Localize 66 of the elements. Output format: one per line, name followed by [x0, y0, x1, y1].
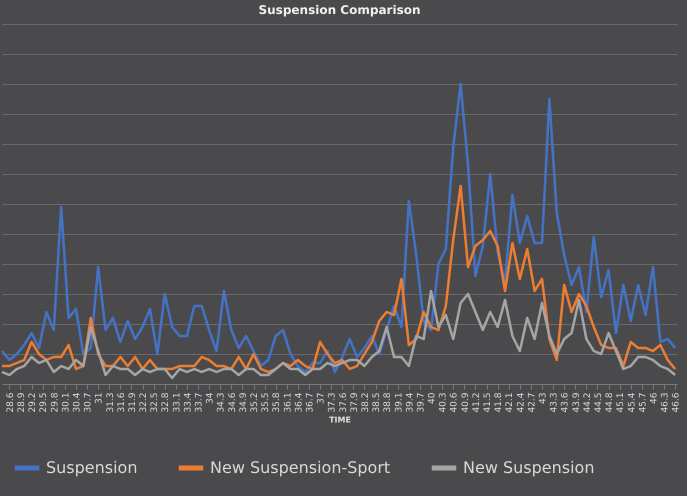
- x-tick-label: 34.6: [228, 392, 238, 413]
- x-tick-label: 43: [538, 392, 548, 404]
- x-tick-label: 45.4: [627, 392, 638, 413]
- x-tick-label: 42.4: [516, 392, 526, 413]
- x-tick-label: 36.1: [283, 392, 294, 413]
- x-tick-label: 40.9: [460, 392, 471, 413]
- legend-label: Suspension: [46, 458, 138, 477]
- x-axis-title: TIME: [329, 416, 351, 425]
- x-tick-label: 29.2: [28, 392, 38, 413]
- x-tick-label: 33.1: [172, 392, 182, 413]
- x-tick-label: 43.6: [560, 392, 571, 413]
- x-tick-label: 38.5: [372, 392, 382, 413]
- x-tick-label: 41.2: [472, 392, 482, 413]
- x-tick-label: 43.9: [572, 392, 582, 413]
- x-tick-label: 30.4: [72, 392, 82, 413]
- x-tick-label: 33.7: [194, 392, 205, 413]
- x-tick-label: 40.6: [450, 392, 460, 413]
- x-tick-label: 46.3: [660, 392, 671, 413]
- x-tick-label: 37.9: [350, 392, 360, 413]
- x-tick-label: 43.3: [550, 392, 560, 413]
- x-tick-label: 35.8: [272, 392, 282, 413]
- x-tick-label: 37.6: [338, 392, 349, 413]
- x-tick-label: 39.1: [394, 392, 404, 413]
- chart-title: Suspension Comparison: [258, 3, 421, 17]
- x-tick-label: 45.7: [638, 392, 648, 413]
- x-tick-label: 37.3: [328, 392, 338, 413]
- x-tick-label: 38.8: [383, 392, 394, 413]
- x-tick-label: 31.3: [106, 392, 116, 413]
- x-tick-label: 41.5: [483, 392, 494, 413]
- x-tick-label: 30.7: [84, 392, 94, 413]
- x-tick-label: 45.1: [616, 392, 626, 413]
- x-tick-label: 29.8: [50, 392, 60, 413]
- x-tick-label: 34.3: [216, 392, 227, 413]
- x-tick-label: 40.3: [438, 392, 449, 413]
- x-tick-label: 34: [206, 392, 216, 404]
- x-tick-label: 39.4: [405, 392, 416, 413]
- x-tick-label: 40: [428, 392, 438, 404]
- x-tick-label: 44.5: [594, 392, 604, 413]
- x-tick-label: 39.7: [416, 392, 426, 413]
- x-tick-label: 28.9: [16, 392, 27, 413]
- x-tick-label: 42.7: [527, 392, 538, 413]
- x-tick-label: 42.1: [505, 392, 516, 413]
- x-tick-label: 46: [649, 392, 660, 404]
- x-tick-label: 36.7: [305, 392, 316, 413]
- x-tick-label: 35.2: [250, 392, 260, 413]
- x-tick-label: 37: [316, 392, 327, 404]
- x-tick-label: 28.6: [6, 392, 16, 413]
- x-tick-label: 31.9: [128, 392, 138, 413]
- x-tick-label: 32.5: [150, 392, 160, 413]
- x-tick-label: 31.6: [116, 392, 127, 413]
- x-tick-label: 34.9: [238, 392, 249, 413]
- x-tick-label: 32.8: [161, 392, 172, 413]
- x-tick-label: 29.5: [39, 392, 50, 413]
- x-tick-label: 41.8: [494, 392, 504, 413]
- x-tick-label: 31: [94, 392, 105, 404]
- legend-label: New Suspension-Sport: [210, 458, 390, 477]
- x-tick-label: 35.5: [261, 392, 272, 413]
- x-tick-label: 44.8: [605, 392, 616, 413]
- x-tick-label: 30.1: [61, 392, 72, 413]
- x-tick-label: 32.2: [139, 392, 150, 413]
- x-tick-label: 36.4: [294, 392, 304, 413]
- legend-label: New Suspension: [463, 458, 594, 477]
- x-tick-label: 38.2: [360, 392, 371, 413]
- x-tick-label: 44.2: [582, 392, 593, 413]
- x-tick-label: 46.6: [672, 392, 682, 413]
- x-tick-label: 33.4: [183, 392, 194, 413]
